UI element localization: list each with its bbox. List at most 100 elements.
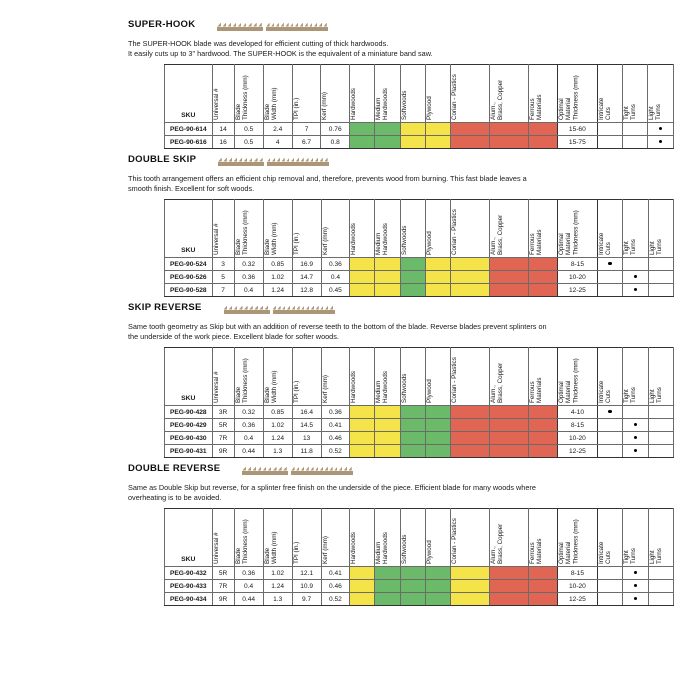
blade-tooth [315, 305, 319, 310]
cell-kerf: 0.52 [320, 444, 351, 458]
cell-intricate [596, 122, 624, 136]
col-header-intricate: Intricate Cuts [596, 199, 624, 258]
cell-sku: PEG-90-526 [164, 270, 213, 284]
blade-teeth [223, 305, 270, 310]
cell-blade_width: 1.3 [262, 592, 293, 606]
col-header-blade_width: Blade Width (mm) [262, 64, 293, 123]
col-header-kerf: Kerf (mm) [320, 347, 351, 406]
col-header-tpi: TPI (in.) [291, 199, 322, 258]
table-row: PEG-90-433 7R 0.4 1.24 10.9 0.46 10-20 [164, 579, 675, 593]
cell-rating-medium_hardwoods [374, 405, 402, 419]
col-header-label-light: Light Turns [648, 548, 663, 564]
cell-intricate [596, 257, 624, 271]
cell-kerf: 0.36 [320, 405, 351, 419]
col-header-label-corian: Corian - Plastics [450, 74, 458, 120]
col-header-corian: Corian - Plastics [450, 347, 490, 406]
cell-rating-alum [488, 566, 529, 580]
col-header-optimal: Optimal Material Thickness (mm) [557, 347, 598, 406]
cell-rating-alum [488, 592, 529, 606]
blade-teeth [267, 157, 329, 162]
col-header-label-optimal: Optimal Material Thickness (mm) [558, 358, 580, 403]
cell-rating-corian [450, 257, 490, 271]
blade-tooth [258, 22, 262, 27]
col-header-corian: Corian - Plastics [450, 199, 490, 258]
blade-body [242, 470, 289, 475]
cell-rating-alum [488, 122, 529, 136]
blade-tooth [273, 466, 277, 471]
cell-optimal: 12-25 [557, 444, 598, 458]
col-header-universal: Universal # [211, 347, 235, 406]
col-header-label-light: Light Turns [648, 387, 663, 403]
cell-tpi: 9.7 [291, 592, 322, 606]
cell-blade_width: 0.85 [262, 257, 293, 271]
cell-kerf: 0.52 [320, 592, 351, 606]
cell-rating-ferrous [527, 566, 559, 580]
blade-tooth [228, 305, 233, 310]
blade-tooth [282, 305, 286, 310]
cell-rating-ferrous [527, 579, 559, 593]
cell-rating-alum [488, 135, 529, 149]
col-header-label-tpi: TPI (in.) [292, 97, 300, 120]
table-row: PEG-90-528 7 0.4 1.24 12.8 0.45 12-25 [164, 283, 675, 297]
table-row: PEG-90-428 3R 0.32 0.85 16.4 0.36 4-10 [164, 405, 675, 419]
cell-kerf: 0.41 [320, 418, 351, 432]
cell-optimal: 10-20 [557, 270, 598, 284]
blade-tooth [301, 305, 305, 310]
cell-tpi: 7 [291, 122, 322, 136]
blade-tooth [323, 22, 327, 27]
cell-rating-hardwoods [349, 122, 375, 136]
col-header-kerf: Kerf (mm) [320, 199, 351, 258]
col-header-tight: Tight Turns [622, 347, 649, 406]
cell-rating-plywood [425, 418, 452, 432]
col-header-label-universal: Universal # [212, 371, 220, 404]
cell-rating-medium_hardwoods [373, 135, 402, 149]
col-header-label-blade_width: Blade Width (mm) [263, 87, 278, 120]
cell-light [647, 579, 675, 593]
cell-rating-plywood [425, 257, 452, 271]
section-title: SUPER-HOOK [128, 18, 196, 30]
cell-light [647, 257, 675, 271]
blade-tooth [300, 157, 304, 162]
col-header-label-tpi: TPI (in.) [292, 380, 300, 403]
col-header-hardwoods: Hardwoods [349, 347, 376, 406]
col-header-label-corian: Corian - Plastics [451, 209, 459, 255]
blade-tooth [314, 22, 318, 27]
cell-rating-alum [488, 283, 529, 297]
spec-table: SKU Universal # Blade Thickness (mm) Blade … [164, 199, 675, 297]
blade-tooth [223, 305, 228, 310]
cell-tight [622, 283, 649, 297]
blade-tooth [272, 305, 276, 310]
blade-tooth [217, 22, 221, 27]
section-description: Same tooth geometry as Skip but with an … [128, 322, 547, 341]
cell-rating-corian [450, 283, 490, 297]
cell-optimal: 10-20 [557, 431, 598, 445]
cell-rating-softwoods [400, 122, 427, 136]
cell-optimal: 10-20 [557, 579, 598, 593]
col-header-plywood: Plywood [425, 347, 452, 406]
blade-tooth [320, 305, 324, 310]
cell-light [647, 135, 674, 149]
col-header-blade_width: Blade Width (mm) [262, 347, 293, 406]
table-header-row: SKU Universal # Blade Thickness (mm) Blade … [164, 347, 675, 406]
cell-blade_thickness: 0.36 [233, 566, 264, 580]
cell-rating-plywood [425, 405, 452, 419]
cell-tight [622, 566, 649, 580]
col-header-tight: Tight Turns [622, 508, 649, 567]
section-description: The SUPER-HOOK blade was developed for e… [128, 39, 433, 58]
cell-rating-alum [488, 270, 529, 284]
cell-tpi: 16.9 [291, 257, 322, 271]
cell-rating-medium_hardwoods [374, 418, 402, 432]
cell-rating-ferrous [527, 592, 559, 606]
blade-tooth [286, 305, 291, 310]
blade-tooth [309, 22, 313, 27]
cell-blade_thickness: 0.36 [233, 270, 264, 284]
cell-universal: 7 [211, 283, 235, 297]
blade-tooth [291, 466, 295, 471]
col-header-softwoods: Softwoods [400, 347, 427, 406]
cell-rating-softwoods [400, 431, 427, 445]
cell-intricate [596, 405, 624, 419]
blade-tooth [267, 157, 271, 162]
cell-rating-plywood [425, 283, 452, 297]
cell-tight [622, 122, 649, 136]
cell-rating-hardwoods [349, 418, 376, 432]
